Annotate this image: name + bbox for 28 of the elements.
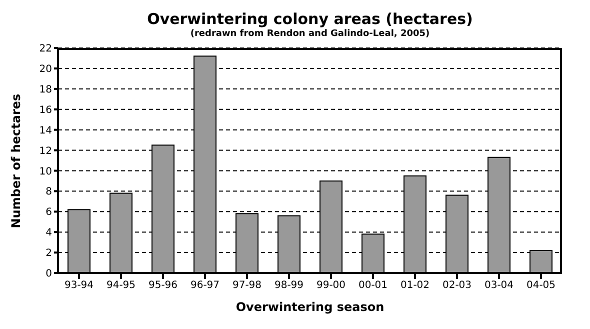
x-tick-label: 97-98 <box>232 280 262 292</box>
chart-subtitle: (redrawn from Rendon and Galindo-Leal, 2005) <box>189 29 431 39</box>
x-tick-label: 94-95 <box>106 280 136 292</box>
y-tick-label: 0 <box>46 268 52 280</box>
x-tick-label: 93-94 <box>64 280 94 292</box>
y-tick-label: 4 <box>46 228 52 239</box>
y-axis-title: Number of hectares <box>9 93 24 228</box>
y-tick-label: 10 <box>39 166 52 178</box>
x-tick-label: 02-03 <box>442 280 472 292</box>
chart-title: Overwintering colony areas (hectares) <box>146 10 474 28</box>
y-tick-label: 14 <box>39 125 52 136</box>
y-tick-label: 12 <box>39 146 52 157</box>
x-tick-label: 98-99 <box>274 280 304 292</box>
y-tick-label: 2 <box>46 248 52 260</box>
x-tick-label: 01-02 <box>400 280 430 292</box>
x-tick-label: 04-05 <box>526 280 556 292</box>
y-tick-label: 22 <box>39 44 52 55</box>
y-tick-label: 18 <box>39 84 52 96</box>
x-tick-label: 00-01 <box>358 280 388 292</box>
x-tick-label: 95-96 <box>148 280 178 292</box>
x-axis-title: Overwintering season <box>236 300 384 314</box>
y-tick-label: 6 <box>46 207 52 218</box>
y-tick-label: 16 <box>39 104 52 116</box>
x-tick-label: 99-00 <box>316 280 346 292</box>
x-tick-label: 96-97 <box>190 280 220 292</box>
y-tick-label: 8 <box>46 186 52 198</box>
y-tick-label: 20 <box>39 64 52 76</box>
x-tick-label: 03-04 <box>484 280 514 292</box>
